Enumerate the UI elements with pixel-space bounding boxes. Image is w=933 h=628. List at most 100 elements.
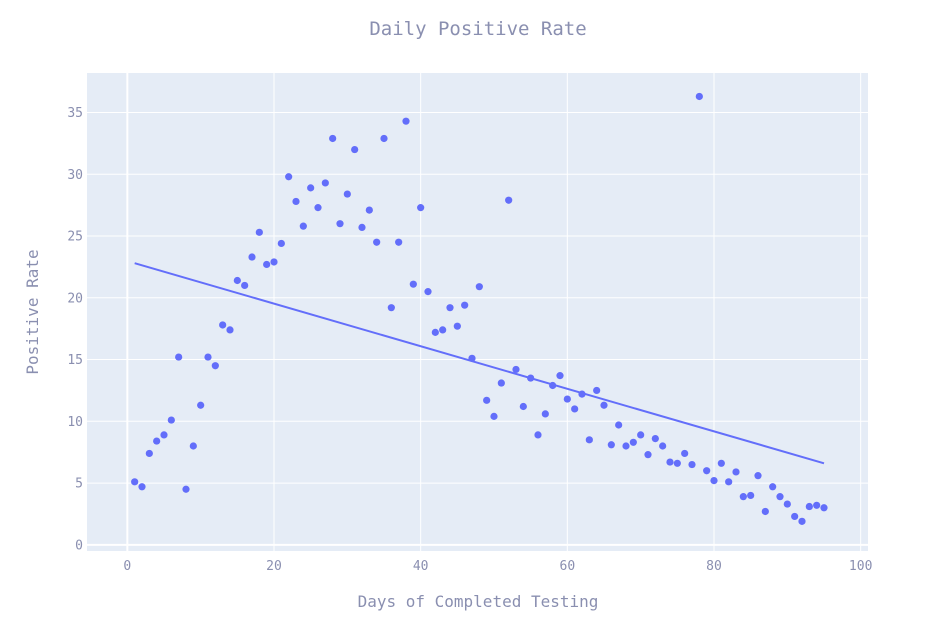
data-point	[439, 326, 447, 334]
data-point	[688, 460, 696, 469]
data-point	[615, 421, 623, 429]
data-point	[725, 478, 733, 486]
data-point	[651, 435, 659, 443]
data-point	[219, 321, 227, 329]
data-point	[585, 436, 593, 444]
data-point	[277, 239, 285, 248]
x-axis-title: Days of Completed Testing	[358, 592, 599, 611]
data-point	[380, 134, 388, 143]
data-point	[153, 437, 161, 445]
data-point	[299, 222, 307, 230]
data-point	[791, 512, 799, 521]
data-point	[556, 372, 564, 380]
data-point	[409, 280, 417, 288]
data-point	[468, 354, 476, 362]
data-point	[189, 442, 197, 450]
data-point	[263, 260, 271, 269]
data-point	[461, 301, 469, 309]
data-point	[695, 92, 703, 101]
data-point	[175, 353, 183, 361]
data-point	[453, 322, 461, 330]
data-point	[769, 483, 777, 491]
y-tick-label: 10	[67, 415, 83, 430]
data-point	[211, 362, 219, 370]
data-point	[505, 196, 513, 204]
data-point	[226, 326, 234, 334]
data-point	[395, 238, 403, 246]
x-tick-label: 20	[266, 559, 282, 574]
data-point	[519, 402, 527, 411]
data-point	[600, 401, 608, 409]
data-point	[798, 517, 806, 525]
data-point	[629, 438, 637, 446]
trendline-layer	[134, 262, 825, 465]
y-tick-label: 0	[75, 538, 83, 553]
data-point	[197, 401, 205, 409]
data-point	[666, 458, 674, 466]
data-point-layer	[131, 92, 828, 525]
data-point	[497, 379, 505, 387]
chart-title: Daily Positive Rate	[369, 18, 586, 40]
x-tick-label: 100	[849, 559, 872, 574]
data-point	[138, 483, 146, 491]
data-point	[549, 381, 557, 390]
data-point	[365, 206, 373, 214]
data-point	[534, 431, 542, 439]
data-point	[622, 442, 630, 450]
data-point	[717, 459, 725, 467]
data-point	[512, 365, 520, 374]
data-point	[285, 173, 293, 181]
data-point	[321, 179, 329, 187]
data-point	[739, 493, 747, 501]
data-point	[644, 451, 652, 459]
data-point	[593, 386, 601, 395]
data-point	[681, 449, 689, 458]
data-point	[358, 223, 366, 231]
y-tick-label: 15	[67, 353, 83, 368]
data-point	[673, 459, 681, 467]
data-point	[417, 204, 425, 212]
data-point	[483, 396, 491, 404]
data-point	[607, 441, 615, 449]
data-point	[431, 328, 439, 336]
data-point	[563, 395, 571, 403]
y-tick-label: 35	[67, 106, 83, 121]
data-point	[703, 467, 711, 475]
data-point	[578, 390, 586, 398]
data-point	[343, 190, 351, 198]
data-point	[747, 491, 755, 500]
data-point	[820, 504, 828, 512]
data-point	[402, 117, 410, 125]
data-point	[204, 353, 212, 361]
data-point	[783, 500, 791, 508]
y-tick-label: 30	[67, 168, 83, 183]
data-point	[145, 449, 153, 458]
y-tick-label: 20	[67, 291, 83, 306]
y-tick-label: 25	[67, 230, 83, 245]
data-point	[160, 431, 168, 439]
data-point	[761, 507, 769, 516]
data-point	[292, 197, 300, 206]
data-point	[314, 204, 322, 212]
data-point	[813, 501, 821, 509]
data-point	[167, 416, 175, 424]
data-point	[710, 476, 718, 485]
data-point	[527, 374, 535, 382]
data-point	[754, 472, 762, 480]
data-point	[659, 442, 667, 450]
data-point	[248, 253, 256, 261]
data-point	[571, 405, 579, 413]
data-point	[131, 478, 139, 486]
data-point	[255, 228, 263, 236]
data-point	[233, 276, 241, 285]
y-tick-label: 5	[75, 477, 83, 492]
grid-layer	[87, 73, 868, 551]
data-point	[336, 220, 344, 228]
x-tick-label: 60	[560, 559, 576, 574]
tick-layer: 0 20 40 60 80 100 0 5 10 15 20 25 30 35	[67, 106, 872, 574]
data-point	[637, 431, 645, 439]
x-tick-label: 40	[413, 559, 429, 574]
plot-background	[87, 73, 868, 551]
